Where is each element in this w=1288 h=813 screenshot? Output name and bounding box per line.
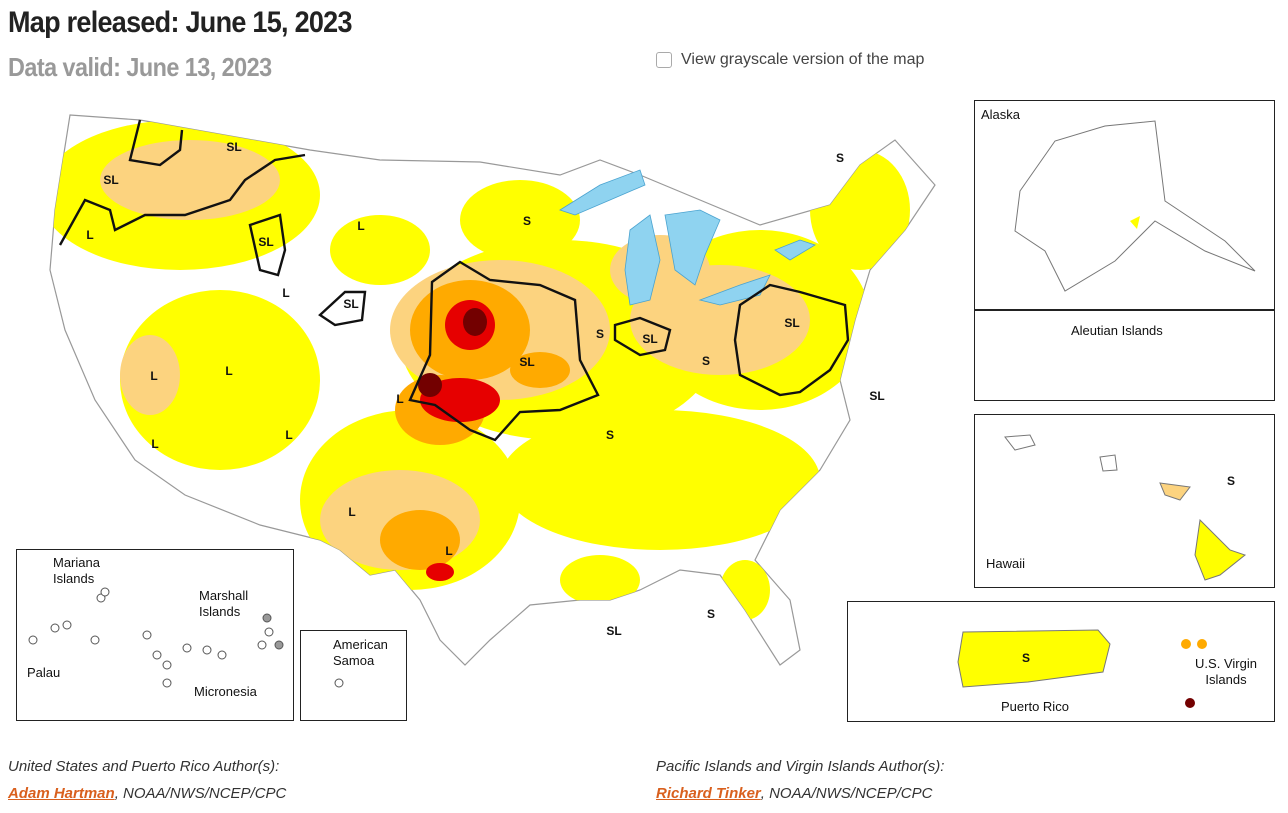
hawaii-shape xyxy=(1004,434,1247,581)
puerto-rico-shape xyxy=(957,629,1207,708)
impact-label: S xyxy=(523,214,531,228)
author-affiliation: , NOAA/NWS/NCEP/CPC xyxy=(114,785,287,802)
alaska-shape xyxy=(1014,120,1256,292)
author-heading: United States and Puerto Rico Author(s): xyxy=(8,758,280,775)
title: Map released: June 15, 2023 xyxy=(8,6,352,39)
impact-label: SL xyxy=(343,297,358,311)
impact-label: L xyxy=(282,286,289,300)
samoa-inset: American Samoa xyxy=(300,630,407,721)
impact-label: S xyxy=(1227,474,1236,488)
author-block: United States and Puerto Rico Author(s):… xyxy=(8,758,286,802)
impact-label: S xyxy=(1022,651,1031,665)
impact-label: S xyxy=(836,151,844,165)
samoa-islands xyxy=(334,678,344,688)
great-lakes xyxy=(559,169,816,306)
inset-label: Palau xyxy=(27,665,61,680)
impact-label: L xyxy=(357,219,364,233)
impact-label: S xyxy=(707,607,715,621)
impact-lines xyxy=(58,119,850,442)
author-link[interactable]: Adam Hartman xyxy=(8,785,115,802)
toggle-label: View grayscale version of the map xyxy=(681,51,925,68)
impact-label: L xyxy=(86,228,93,242)
hawaii-inset: Hawaii S xyxy=(974,414,1275,588)
pacific-islands xyxy=(28,587,284,688)
impact-label: SL xyxy=(103,173,118,187)
inset-label: U.S. Virgin Islands xyxy=(1195,656,1257,687)
impact-label: SL xyxy=(784,316,799,330)
author-link[interactable]: Richard Tinker xyxy=(656,785,761,802)
inset-label: Hawaii xyxy=(986,556,1026,571)
author-heading: Pacific Islands and Virgin Islands Autho… xyxy=(656,758,945,775)
impact-label: S xyxy=(702,354,710,368)
pacific-inset: Mariana Islands Marshall Islands Palau M… xyxy=(16,549,294,721)
impact-label: SL xyxy=(519,355,534,369)
inset-label: Marshall Islands xyxy=(199,588,249,619)
author-block: Pacific Islands and Virgin Islands Autho… xyxy=(656,758,944,802)
checkbox[interactable] xyxy=(656,52,672,68)
impact-label: L xyxy=(151,437,158,451)
impact-label: SL xyxy=(642,332,657,346)
inset-label: Puerto Rico xyxy=(1001,699,1069,714)
alaska-inset: Alaska xyxy=(974,100,1275,310)
impact-label: S xyxy=(596,327,604,341)
inset-label: Mariana Islands xyxy=(53,555,100,586)
impact-label: L xyxy=(396,392,403,406)
impact-label: L xyxy=(445,544,452,558)
grayscale-toggle[interactable]: View grayscale version of the map xyxy=(656,51,924,69)
impact-label: L xyxy=(225,364,232,378)
inset-label: American Samoa xyxy=(333,637,388,668)
inset-label: Alaska xyxy=(981,107,1021,122)
impact-label: L xyxy=(348,505,355,519)
inset-label: Aleutian Islands xyxy=(1071,323,1163,338)
impact-label: SL xyxy=(226,140,241,154)
author-affiliation: , NOAA/NWS/NCEP/CPC xyxy=(760,785,933,802)
impact-label: SL xyxy=(258,235,273,249)
impact-label: SL xyxy=(869,389,884,403)
impact-label: L xyxy=(150,369,157,383)
puerto-rico-inset: S Puerto Rico U.S. Virgin Islands xyxy=(847,601,1275,722)
impact-label: L xyxy=(285,428,292,442)
inset-label: Micronesia xyxy=(194,684,257,699)
impact-label: SL xyxy=(606,624,621,638)
aleutian-inset: Aleutian Islands xyxy=(974,310,1275,401)
drought-areas xyxy=(50,120,910,620)
impact-label: S xyxy=(606,428,614,442)
subtitle: Data valid: June 13, 2023 xyxy=(8,52,272,82)
